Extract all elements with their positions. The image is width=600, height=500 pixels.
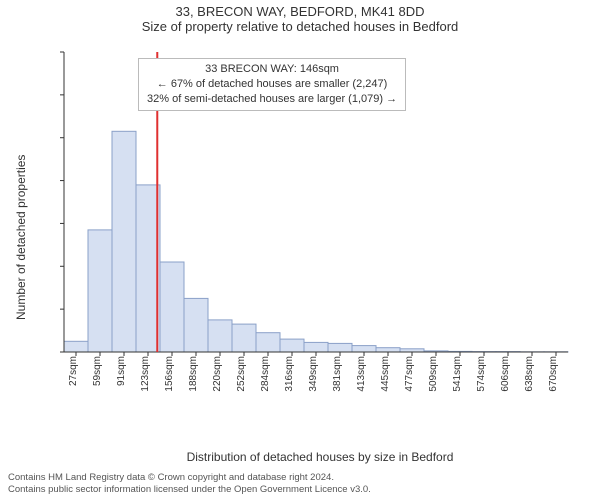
histogram-bar (208, 320, 232, 352)
histogram-bar (232, 324, 256, 352)
title-address: 33, BRECON WAY, BEDFORD, MK41 8DD (0, 4, 600, 19)
histogram-bar (376, 348, 400, 352)
chart-title-block: 33, BRECON WAY, BEDFORD, MK41 8DD Size o… (0, 0, 600, 34)
histogram-bar (88, 230, 112, 352)
x-tick-label: 381sqm (332, 356, 343, 392)
histogram-bar (280, 339, 304, 352)
x-tick-label: 413sqm (356, 356, 367, 392)
histogram-bar (112, 131, 136, 352)
histogram-bar (304, 342, 328, 352)
y-axis-label: Number of detached properties (14, 155, 28, 320)
histogram-bar (352, 346, 376, 352)
x-tick-label: 284sqm (260, 356, 271, 392)
x-tick-label: 349sqm (308, 356, 319, 392)
histogram-bar (64, 341, 88, 352)
x-tick-label: 123sqm (140, 356, 151, 392)
callout-line1: 33 BRECON WAY: 146sqm (147, 62, 397, 77)
x-tick-label: 252sqm (236, 356, 247, 392)
x-tick-label: 509sqm (428, 356, 439, 392)
x-tick-label: 606sqm (500, 356, 511, 392)
footer-line2: Contains public sector information licen… (8, 484, 371, 496)
x-tick-label: 91sqm (116, 356, 127, 386)
x-tick-label: 574sqm (476, 356, 487, 392)
histogram-bar (328, 343, 352, 352)
x-axis-label: Distribution of detached houses by size … (120, 450, 520, 464)
x-tick-label: 27sqm (68, 356, 79, 386)
x-tick-label: 156sqm (164, 356, 175, 392)
x-tick-label: 541sqm (452, 356, 463, 392)
histogram-chart: 020040060080010001200140027sqm59sqm91sqm… (58, 48, 578, 408)
x-tick-label: 316sqm (284, 356, 295, 392)
histogram-bar (184, 298, 208, 352)
x-tick-label: 670sqm (548, 356, 559, 392)
footer-line1: Contains HM Land Registry data © Crown c… (8, 472, 371, 484)
callout-line3: 32% of semi-detached houses are larger (… (147, 92, 397, 107)
x-tick-label: 220sqm (212, 356, 223, 392)
x-tick-label: 188sqm (188, 356, 199, 392)
callout-line2: ← 67% of detached houses are smaller (2,… (147, 77, 397, 92)
footer-attribution: Contains HM Land Registry data © Crown c… (8, 472, 371, 496)
x-tick-label: 477sqm (404, 356, 415, 392)
x-tick-label: 445sqm (380, 356, 391, 392)
x-tick-label: 59sqm (92, 356, 103, 386)
histogram-bar (256, 333, 280, 352)
histogram-bar (160, 262, 184, 352)
x-tick-label: 638sqm (524, 356, 535, 392)
title-subtitle: Size of property relative to detached ho… (0, 19, 600, 34)
callout-box: 33 BRECON WAY: 146sqm ← 67% of detached … (138, 58, 406, 111)
